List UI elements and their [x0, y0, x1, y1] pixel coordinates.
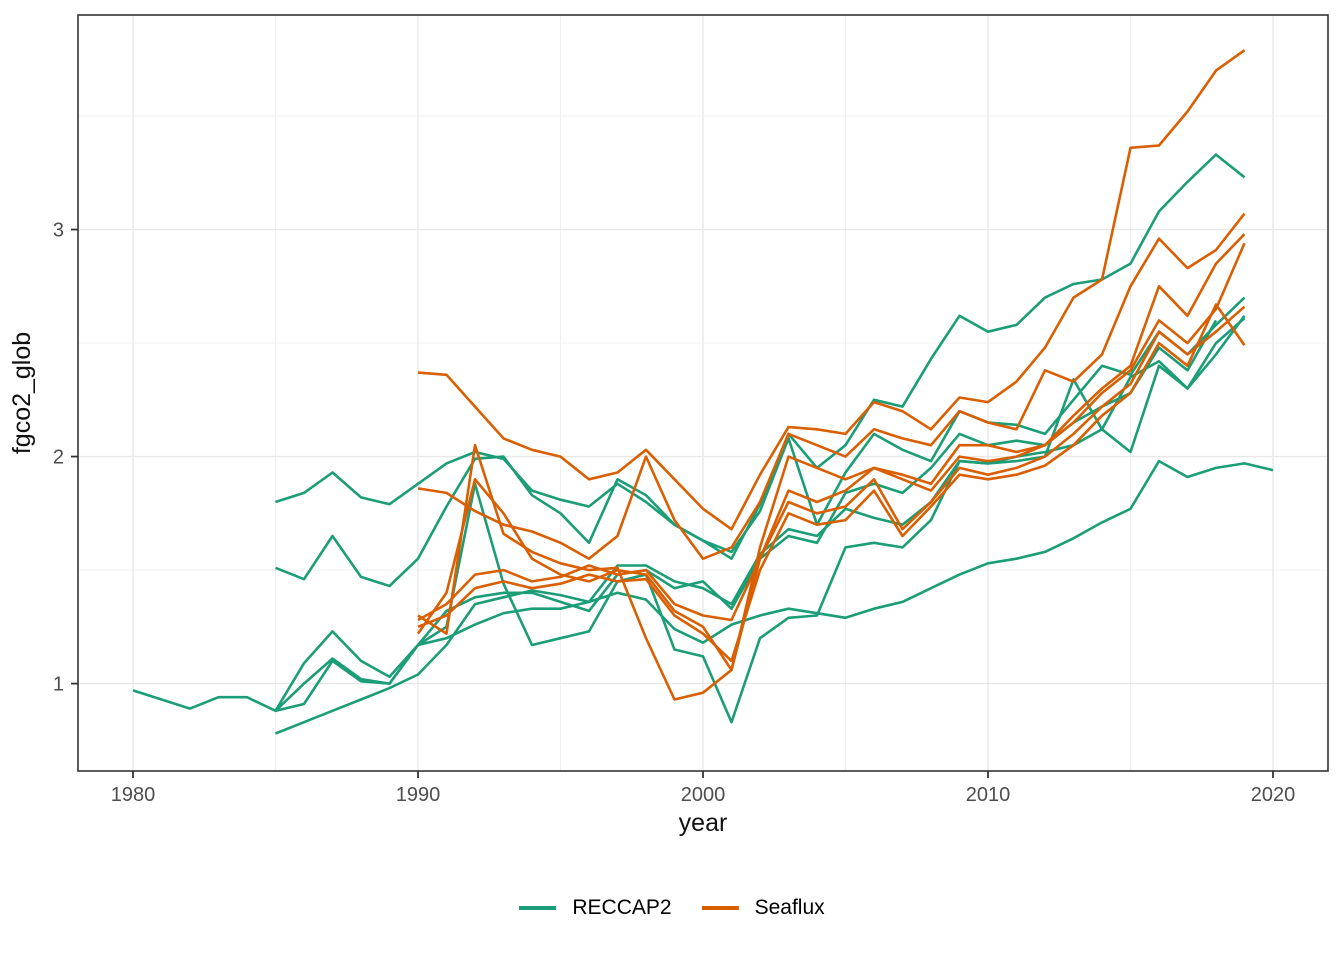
- series-line-seaflux_2: [417, 212, 1246, 561]
- x-axis-title: year: [679, 809, 728, 837]
- x-tick-label: 1980: [111, 784, 156, 806]
- series-line-reccap2_6: [275, 317, 1246, 735]
- axis-tick-labels: 1980 1990 2000 2010 2020 1 2 3: [53, 220, 1295, 806]
- legend-label-reccap2: RECCAP2: [572, 896, 672, 919]
- series-line-reccap2_4: [274, 315, 1246, 724]
- legend-label-seaflux: Seaflux: [754, 896, 825, 919]
- y-axis-title: fgco2_glob: [8, 332, 36, 454]
- seaflux-line-swatch: [701, 906, 739, 910]
- series-line-reccap2_1: [132, 459, 1274, 713]
- series-line-seaflux_5: [416, 305, 1246, 672]
- series-lines: [132, 49, 1274, 735]
- axis-ticks: [71, 228, 1274, 778]
- reccap2-line-swatch: [519, 906, 557, 910]
- x-tick-label: 2010: [966, 784, 1011, 806]
- major-gridlines: [78, 15, 1328, 771]
- series-line-seaflux_6: [417, 303, 1246, 663]
- x-tick-label: 2020: [1251, 784, 1296, 806]
- y-tick-label: 2: [53, 447, 64, 469]
- series-line-seaflux_3: [417, 233, 1246, 701]
- series-line-seaflux_1: [417, 49, 1246, 531]
- x-tick-label: 1990: [396, 784, 441, 806]
- x-tick-label: 2000: [681, 784, 726, 806]
- legend-item-seaflux: Seaflux: [701, 896, 825, 920]
- y-tick-label: 3: [53, 220, 64, 242]
- legend: RECCAP2 Seaflux: [0, 886, 1344, 930]
- series-line-reccap2_3: [275, 296, 1246, 588]
- series-line-seaflux_4: [417, 242, 1246, 622]
- y-tick-label: 1: [53, 674, 64, 696]
- legend-item-reccap2: RECCAP2: [519, 896, 672, 920]
